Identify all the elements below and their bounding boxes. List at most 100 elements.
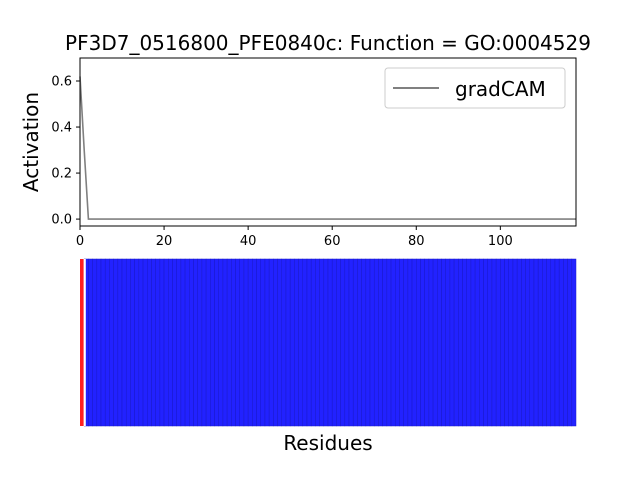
residue-cell <box>344 258 350 427</box>
residue-cell <box>462 258 467 427</box>
y-tick-label: 0.0 <box>51 213 72 228</box>
heatmap-cells <box>80 258 577 427</box>
residue-cell <box>247 258 253 427</box>
residue-cell <box>125 258 131 427</box>
legend-box <box>384 67 566 109</box>
residue-cell <box>537 258 543 427</box>
residue-cell <box>500 258 505 427</box>
residue-cell <box>512 258 518 427</box>
legend-entry-gradcam: gradCAM <box>455 77 546 101</box>
residue-cell <box>550 258 556 427</box>
residue-cell <box>260 258 266 427</box>
residue-cell <box>458 258 463 427</box>
residue-cell <box>365 258 371 427</box>
residue-cell <box>294 258 299 427</box>
residue-cell <box>453 258 459 427</box>
residue-cell <box>100 258 106 427</box>
residue-cell <box>109 258 114 427</box>
residue-cell <box>432 258 438 427</box>
residue-cell <box>168 258 173 427</box>
residue-cell <box>516 258 522 427</box>
residue-cell <box>222 258 228 427</box>
residue-cell <box>390 258 396 427</box>
residue-cell <box>231 258 236 427</box>
residue-cell <box>289 258 295 427</box>
x-axis-ticks: 0 20 40 60 80 100 <box>76 226 513 249</box>
residue-cell <box>163 258 169 427</box>
residue-cell <box>466 258 472 427</box>
residue-cell <box>487 258 493 427</box>
residue-cell <box>424 258 430 427</box>
residue-cell <box>302 258 308 427</box>
residue-cell <box>142 258 148 427</box>
residue-cell <box>395 258 400 427</box>
residue-cell <box>378 258 383 427</box>
residue-cell <box>88 258 93 427</box>
y-axis-ticks: 0.0 0.2 0.4 0.6 <box>51 75 80 228</box>
residue-cell <box>546 258 552 427</box>
residue-heatmap: Residues <box>80 258 577 455</box>
residue-cell <box>184 258 190 427</box>
residue-cell <box>80 259 85 426</box>
y-axis-label: Activation <box>19 92 43 192</box>
residue-cell <box>470 258 476 427</box>
residue-cell <box>218 258 224 427</box>
residue-cell <box>315 258 320 427</box>
residue-cell <box>479 258 484 427</box>
residue-cell <box>226 258 232 427</box>
residue-cell <box>445 258 451 427</box>
residue-cell <box>348 258 354 427</box>
residue-cell <box>420 258 425 427</box>
residue-separator <box>83 259 86 426</box>
residue-cell <box>193 258 198 427</box>
residue-cell <box>104 258 110 427</box>
residue-cell <box>554 258 560 427</box>
x-tick-label: 0 <box>76 234 84 249</box>
residue-cell <box>529 258 535 427</box>
residue-cell <box>138 258 144 427</box>
residue-cell <box>92 258 98 427</box>
residue-cell <box>210 258 215 427</box>
residue-cell <box>521 258 526 427</box>
residue-cell <box>281 258 287 427</box>
residue-cell <box>235 258 240 427</box>
residue-cell <box>298 258 304 427</box>
residue-cell <box>147 258 152 427</box>
residue-cell <box>134 258 140 427</box>
residue-cell <box>285 258 291 427</box>
residue-cell <box>151 258 156 427</box>
residue-cell <box>277 258 283 427</box>
residue-cell <box>189 258 194 427</box>
residue-cell <box>117 258 123 427</box>
residue-cell <box>336 258 341 427</box>
residue-cell <box>327 258 333 427</box>
residue-cell <box>382 258 388 427</box>
residue-cell <box>373 258 379 427</box>
residue-cell <box>399 258 404 427</box>
residue-cell <box>474 258 480 427</box>
residue-cell <box>264 258 270 427</box>
residue-cell <box>130 258 135 427</box>
residue-cell <box>483 258 488 427</box>
residue-cell <box>205 258 211 427</box>
residue-cell <box>428 258 434 427</box>
x-axis-label-residues: Residues <box>283 431 372 455</box>
residue-cell <box>256 258 261 427</box>
residue-cell <box>441 258 446 427</box>
x-tick-label: 80 <box>408 234 425 249</box>
residue-cell <box>369 258 375 427</box>
residue-cell <box>525 258 531 427</box>
residue-cell <box>340 258 346 427</box>
residue-cell <box>155 258 161 427</box>
residue-cell <box>386 258 392 427</box>
residue-cell <box>416 258 421 427</box>
residue-cell <box>239 258 245 427</box>
residue-cell <box>310 258 316 427</box>
residue-cell <box>437 258 442 427</box>
residue-cell <box>361 258 367 427</box>
residue-cell <box>571 258 577 427</box>
residue-cell <box>449 258 455 427</box>
residue-cell <box>214 258 219 427</box>
residue-cell <box>243 258 249 427</box>
